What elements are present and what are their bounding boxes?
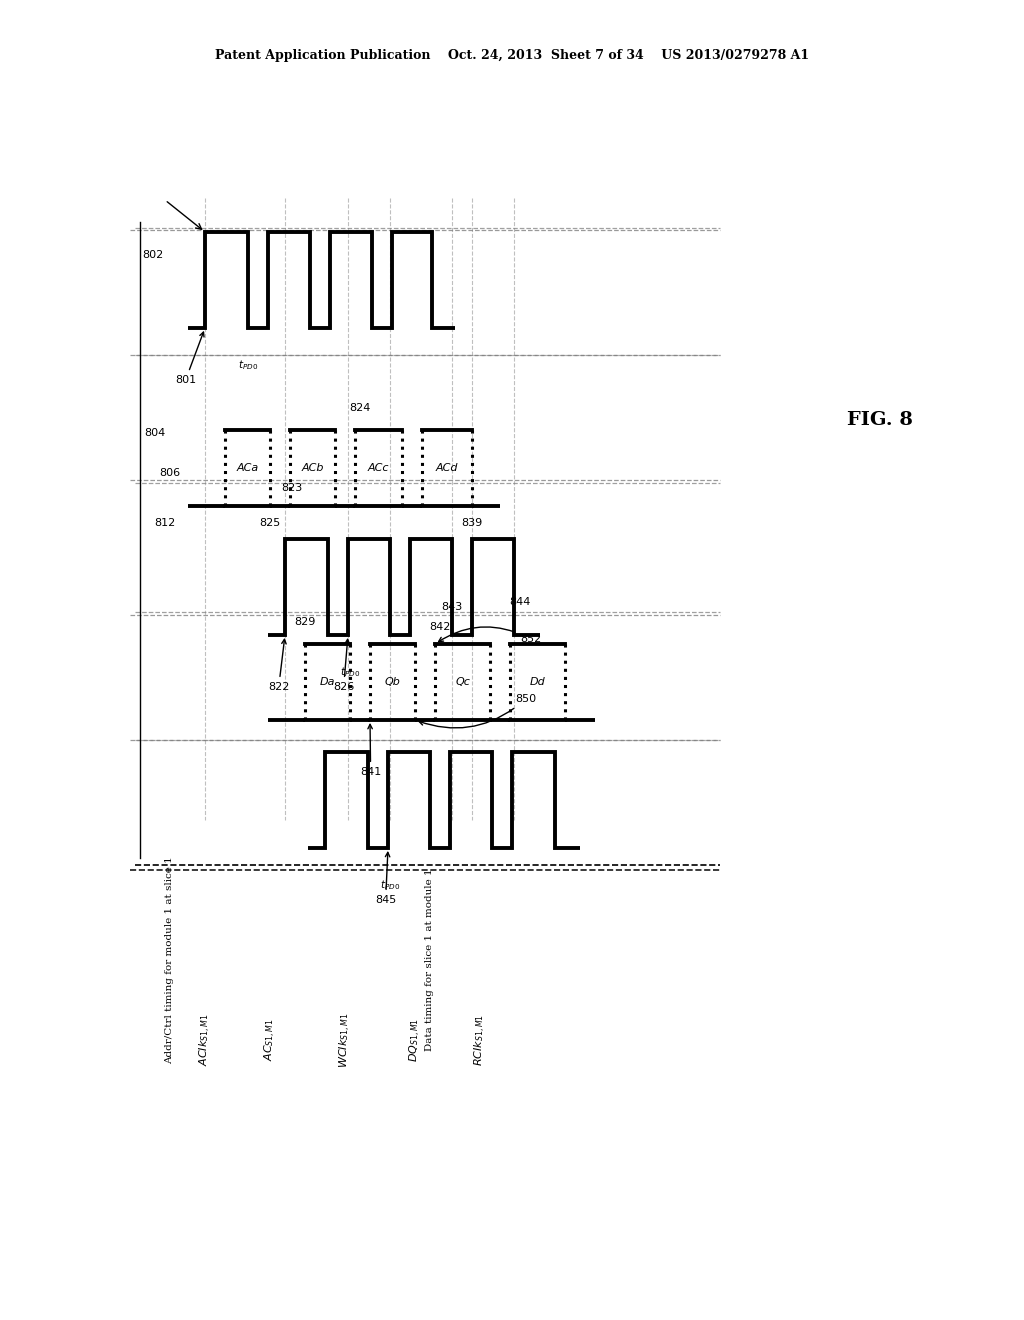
Text: 804: 804 <box>144 428 166 438</box>
Text: Patent Application Publication    Oct. 24, 2013  Sheet 7 of 34    US 2013/027927: Patent Application Publication Oct. 24, … <box>215 49 809 62</box>
Text: ACb: ACb <box>301 463 324 473</box>
Text: ACd: ACd <box>436 463 459 473</box>
Text: $DQ_{S1,M1}$: $DQ_{S1,M1}$ <box>408 1018 423 1063</box>
Text: ACa: ACa <box>237 463 259 473</box>
Text: $t_{PD0}$: $t_{PD0}$ <box>380 878 400 892</box>
Text: 812: 812 <box>155 517 176 528</box>
Text: 845: 845 <box>375 853 396 906</box>
Text: $AC_{S1,M1}$: $AC_{S1,M1}$ <box>262 1019 278 1061</box>
Text: 841: 841 <box>360 725 381 777</box>
Text: 839: 839 <box>462 517 482 528</box>
Text: 801: 801 <box>175 333 204 385</box>
Text: Qc: Qc <box>455 677 470 686</box>
Text: Data timing for slice 1 at module 1: Data timing for slice 1 at module 1 <box>426 869 434 1051</box>
Text: 825: 825 <box>259 517 281 528</box>
Text: Addr/Ctrl timing for module 1 at slice 1: Addr/Ctrl timing for module 1 at slice 1 <box>166 857 174 1064</box>
Text: $t_{PD0}$: $t_{PD0}$ <box>238 358 258 372</box>
Text: $t_{PD0}$: $t_{PD0}$ <box>340 665 360 678</box>
Text: 824: 824 <box>349 403 371 413</box>
Text: 843: 843 <box>441 602 463 612</box>
Text: 852: 852 <box>438 627 542 644</box>
Text: 806: 806 <box>160 469 180 478</box>
Text: Dd: Dd <box>529 677 546 686</box>
Text: FIG. 8: FIG. 8 <box>847 411 913 429</box>
Text: $ACIk_{S1,M1}$: $ACIk_{S1,M1}$ <box>198 1014 213 1067</box>
Text: ACc: ACc <box>368 463 389 473</box>
Text: 842: 842 <box>429 622 451 632</box>
Text: 844: 844 <box>509 597 530 607</box>
Text: $RCIk_{S1,M1}$: $RCIk_{S1,M1}$ <box>472 1014 487 1067</box>
Text: 823: 823 <box>282 483 303 492</box>
Text: 850: 850 <box>419 694 537 727</box>
Text: 802: 802 <box>142 249 164 260</box>
Text: $WCIk_{S1,M1}$: $WCIk_{S1,M1}$ <box>338 1012 352 1068</box>
Text: 826: 826 <box>333 639 354 692</box>
Text: Qb: Qb <box>385 677 400 686</box>
Text: Da: Da <box>319 677 335 686</box>
Text: 822: 822 <box>268 639 290 692</box>
Text: 829: 829 <box>294 616 315 627</box>
